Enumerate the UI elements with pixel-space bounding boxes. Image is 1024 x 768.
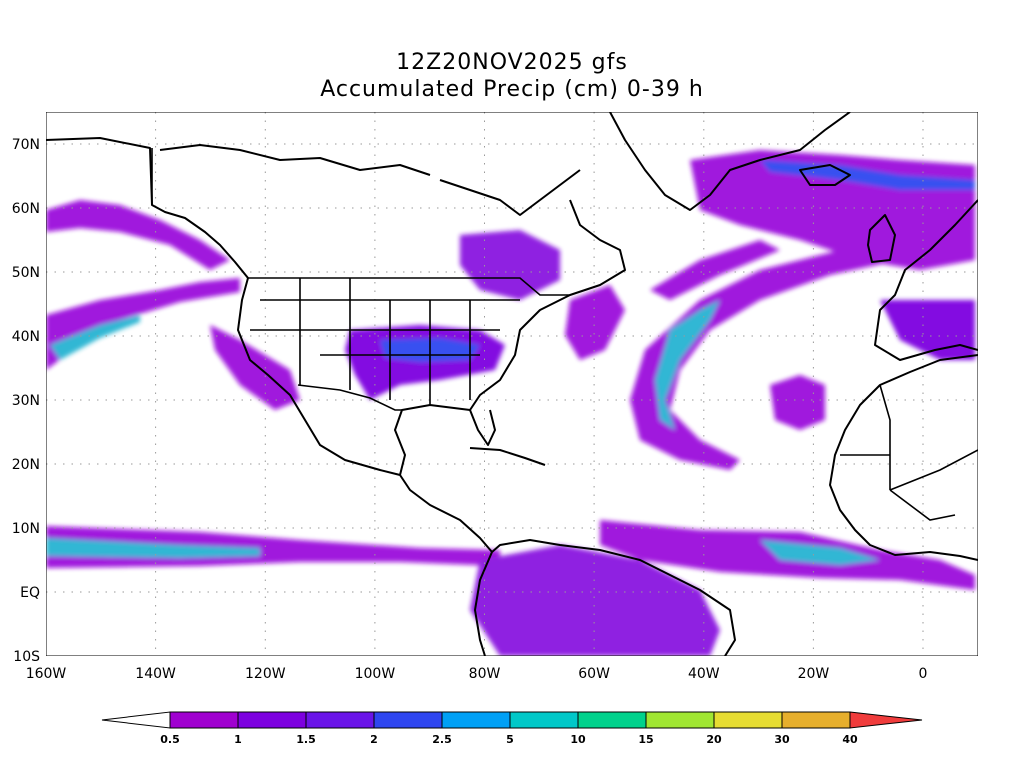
- lon-tick-label: 20W: [798, 666, 830, 682]
- precip-south-america: [470, 545, 720, 656]
- coast-greenland: [609, 112, 851, 211]
- precip-atlantic-swirl-core: [655, 300, 720, 430]
- colorbar-swatch: [645, 711, 715, 729]
- border-africa: [840, 384, 978, 521]
- lat-tick-label: 10S: [13, 649, 40, 665]
- coast-africa: [829, 354, 978, 561]
- lat-axis: 70N 60N 50N 40N 30N 20N 10N EQ 10S: [12, 137, 40, 665]
- chart-title-line2: Accumulated Precip (cm) 0-39 h: [320, 77, 704, 102]
- coast-cuba: [469, 447, 546, 466]
- colorbar-label: 40: [842, 733, 858, 746]
- precip-east-atlantic-cell: [770, 375, 825, 430]
- lat-tick-label: 60N: [12, 201, 40, 217]
- colorbar-label: 5: [506, 733, 514, 746]
- lat-tick-label: 30N: [12, 393, 40, 409]
- colorbar-swatch: [169, 711, 239, 729]
- coastlines: [46, 112, 978, 656]
- border-us-canada: [248, 277, 570, 296]
- precip-npacific-stream: [46, 278, 240, 370]
- colorbar-swatch: [713, 711, 783, 729]
- lon-tick-label: 0: [919, 666, 928, 682]
- colorbar-swatch: [509, 711, 579, 729]
- colorbar-high-arrow: [849, 711, 923, 729]
- coast-arctic-canada: [159, 144, 431, 176]
- colorbar-label: 1: [234, 733, 242, 746]
- lat-tick-label: 70N: [12, 137, 40, 153]
- lon-tick-label: 40W: [688, 666, 720, 682]
- chart-title-line1: 12Z20NOV2025 gfs: [396, 50, 628, 75]
- colorbar-label: 0.5: [160, 733, 180, 746]
- coast-europe: [874, 199, 978, 361]
- colorbar-label: 2.5: [432, 733, 452, 746]
- lon-tick-label: 160W: [26, 666, 67, 682]
- colorbar-swatch: [305, 711, 375, 729]
- precip-npacific-north: [46, 200, 230, 270]
- lat-tick-label: 10N: [12, 521, 40, 537]
- coast-florida: [469, 409, 496, 446]
- lat-tick-label: 50N: [12, 265, 40, 281]
- colorbar-label: 2: [370, 733, 378, 746]
- precip-west-coast: [210, 325, 300, 410]
- colorbar-swatch: [237, 711, 307, 729]
- map-gridlines: [46, 112, 978, 656]
- lat-tick-label: EQ: [20, 585, 40, 601]
- lon-tick-label: 100W: [355, 666, 396, 682]
- precip-npacific-stream-core: [50, 315, 140, 360]
- lon-tick-label: 80W: [469, 666, 501, 682]
- lat-tick-label: 20N: [12, 457, 40, 473]
- colorbar-label: 20: [706, 733, 722, 746]
- precip-atlantic-swirl: [630, 240, 900, 470]
- lon-tick-label: 140W: [135, 666, 176, 682]
- colorbar-swatch: [577, 711, 647, 729]
- colorbar-low-arrow: [101, 711, 171, 729]
- precip-europe: [880, 300, 975, 360]
- lat-tick-label: 40N: [12, 329, 40, 345]
- political-borders: [151, 148, 978, 521]
- border-us-states: [250, 278, 520, 405]
- coast-alaska: [46, 137, 249, 279]
- coast-iceland: [799, 164, 851, 186]
- lon-tick-label: 60W: [578, 666, 610, 682]
- precip-offshore-east: [565, 285, 625, 360]
- colorbar-swatch: [781, 711, 851, 729]
- colorbar-label: 1.5: [296, 733, 316, 746]
- border-us-mexico: [297, 384, 402, 411]
- precip-itcz-pacific-core: [46, 538, 260, 558]
- coast-north-america-west: [237, 277, 493, 553]
- coast-hudson-bay: [439, 169, 581, 216]
- colorbar-swatch: [373, 711, 443, 729]
- map-plot-area: [46, 112, 978, 656]
- lon-axis: 160W 140W 120W 100W 80W 60W 40W 20W 0: [26, 666, 928, 682]
- coast-south-america: [474, 539, 736, 656]
- colorbar: 0.5 1 1.5 2 2.5 5 10 15 20 30 40: [101, 711, 923, 746]
- coast-uk: [867, 214, 896, 263]
- colorbar-label: 10: [570, 733, 586, 746]
- precip-atlantic-band: [650, 240, 780, 300]
- lon-tick-label: 120W: [245, 666, 286, 682]
- coast-mexico-gulf: [394, 199, 626, 476]
- colorbar-swatch: [441, 711, 511, 729]
- precip-itcz-atlantic-core: [760, 540, 880, 565]
- colorbar-label: 15: [638, 733, 653, 746]
- colorbar-label: 30: [774, 733, 790, 746]
